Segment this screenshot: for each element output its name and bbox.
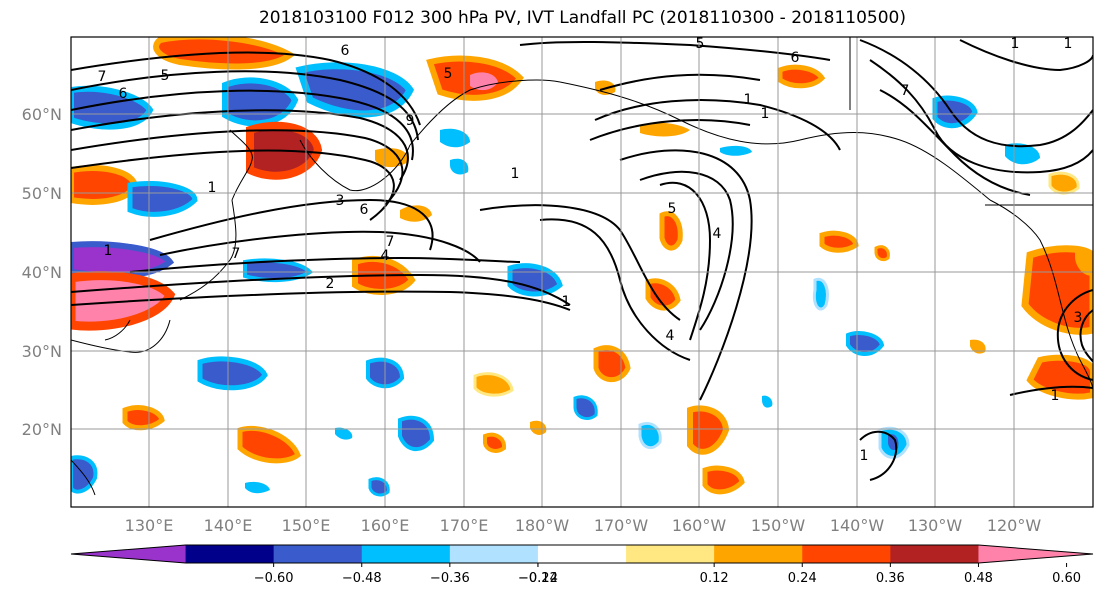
colorbar-swatch — [361, 545, 451, 563]
colorbar-tick-labels: −0.60 −0.48 −0.36 −0.24−0.12 0.12 0.24 0.36 0.4… — [254, 563, 1081, 586]
latitude-label: 40°N — [22, 263, 62, 282]
contour-label: 7 — [98, 69, 107, 85]
longitude-label: 160°E — [361, 516, 410, 535]
colorbar-swatch — [537, 545, 627, 563]
colorbar-tick-label: −0.24 — [518, 571, 558, 586]
contour-label: 9 — [406, 113, 415, 129]
contour-label: 5 — [161, 68, 170, 84]
longitude-label: 150°W — [751, 516, 806, 535]
contour-label: 7 — [901, 83, 910, 99]
contour-label: 1 — [1064, 36, 1073, 52]
longitude-label: 130°E — [125, 516, 174, 535]
contour-label: 1 — [511, 166, 520, 182]
longitude-label: 120°W — [987, 516, 1042, 535]
contour-label: 3 — [336, 193, 345, 209]
colorbar-extend-low — [71, 545, 186, 563]
contour-label: 3 — [1074, 310, 1083, 326]
colorbar-tick-label: −0.12 — [518, 571, 558, 586]
contour-label: 1 — [761, 106, 770, 122]
graticule — [71, 37, 1093, 507]
colorbar-swatch — [449, 545, 539, 563]
colorbar-swatch — [802, 545, 891, 563]
longitude-label: 140°E — [204, 516, 253, 535]
contour-label: 1 — [562, 294, 571, 310]
contour-label: 4 — [713, 226, 722, 242]
contour-label: 2 — [326, 276, 335, 292]
contour-label: 7 — [386, 234, 395, 250]
contour-label: 6 — [341, 43, 350, 59]
contour-label: 1 — [1051, 388, 1060, 404]
longitude-label: 170°W — [594, 516, 649, 535]
contour-label: 5 — [444, 66, 453, 82]
colorbar — [70, 544, 1094, 564]
colorbar-tick-label: 0.48 — [964, 571, 993, 586]
contour-label: 1 — [104, 243, 113, 259]
pv-contours — [71, 39, 1093, 481]
colorbar-swatch — [185, 545, 275, 563]
colorbar-tick-label: 0.12 — [700, 571, 729, 586]
latitude-axis: 60°N 50°N 40°N 30°N 20°N — [22, 105, 62, 439]
contour-label: 4 — [666, 328, 675, 344]
colorbar-swatch — [714, 545, 803, 563]
longitude-label: 180°W — [515, 516, 570, 535]
latitude-label: 30°N — [22, 342, 62, 361]
colorbar-tick-label: 0.24 — [788, 571, 817, 586]
longitude-label: 160°W — [672, 516, 727, 535]
contour-label: 1 — [744, 92, 753, 108]
contour-label: 6 — [360, 202, 369, 218]
latitude-label: 50°N — [22, 184, 62, 203]
colorbar-tick-label: 0.60 — [1052, 571, 1081, 586]
longitude-label: 140°W — [830, 516, 885, 535]
latitude-label: 60°N — [22, 105, 62, 124]
coastlines — [71, 37, 1093, 496]
colorbar-tick-label: 0.36 — [876, 571, 905, 586]
contour-label: 5 — [696, 36, 705, 52]
map-title: 2018103100 F012 300 hPa PV, IVT Landfall… — [258, 8, 906, 28]
latitude-label: 20°N — [22, 420, 62, 439]
contour-label: 6 — [119, 86, 128, 102]
colorbar-swatch — [626, 545, 715, 563]
contour-label: 1 — [1011, 36, 1020, 52]
contour-labels: 7 6 5 1 6 3 9 5 7 6 1 7 4 2 1 5 4 4 1 5 … — [98, 36, 1083, 464]
longitude-label: 150°E — [282, 516, 331, 535]
contour-label: 4 — [381, 248, 390, 264]
contour-label: 6 — [791, 50, 800, 66]
colorbar-outline — [70, 544, 1094, 564]
contour-label: 1 — [860, 448, 869, 464]
colorbar-extend-high — [978, 545, 1093, 563]
longitude-axis: 130°E 140°E 150°E 160°E 170°E 180°W 170°… — [125, 516, 1042, 535]
contour-label: 7 — [232, 246, 241, 262]
colorbar-swatch — [273, 545, 363, 563]
map-border — [70, 36, 1094, 508]
colorbar-swatch — [890, 545, 979, 563]
contour-label: 1 — [208, 180, 217, 196]
colorbar-tick-label: −0.60 — [254, 571, 294, 586]
contour-label: 5 — [668, 201, 677, 217]
colorbar-tick-label: −0.48 — [342, 571, 382, 586]
longitude-label: 130°W — [908, 516, 963, 535]
longitude-label: 170°E — [440, 516, 489, 535]
colorbar-tick-label: −0.36 — [430, 571, 470, 586]
